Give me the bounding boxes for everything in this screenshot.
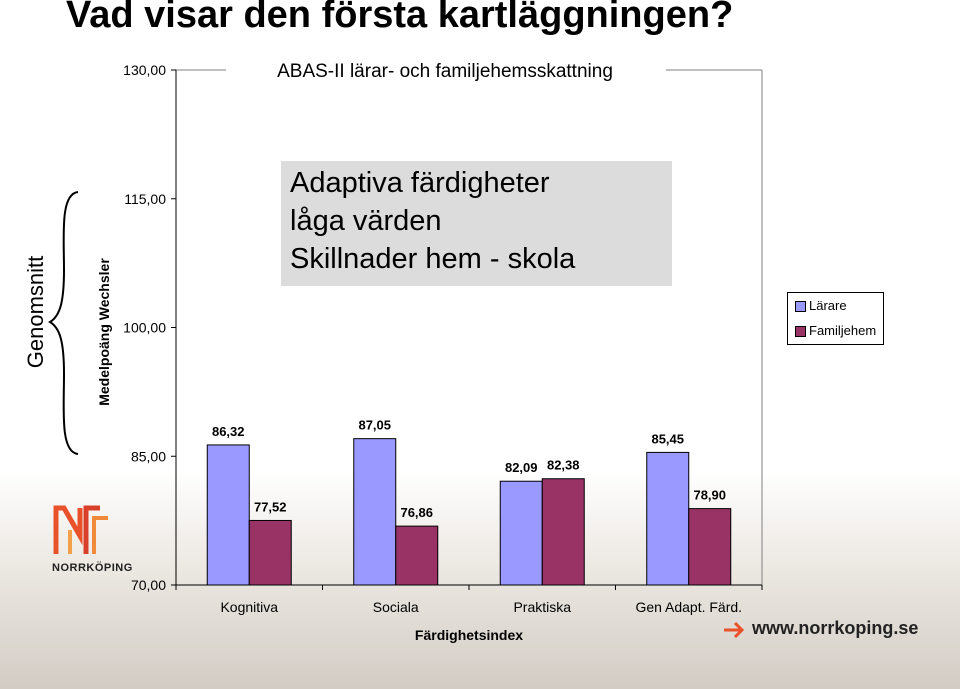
bar-familjehem-1 xyxy=(395,525,439,586)
chart-legend: Lärare Familjehem xyxy=(787,292,884,345)
chart-title-bg xyxy=(226,52,666,86)
bar-familjehem-3 xyxy=(688,508,732,586)
callout-line-2: låga värden xyxy=(290,205,442,237)
data-label-familjehem-3: 78,90 xyxy=(693,488,726,503)
bar-larare-0 xyxy=(206,444,250,586)
x-tick-label: Praktiska xyxy=(513,599,571,615)
legend-label-larare: Lärare xyxy=(809,298,847,313)
callout-line-1: Adaptiva färdigheter xyxy=(290,167,550,199)
legend-swatch-larare xyxy=(795,301,806,312)
y-tick-label: 70,00 xyxy=(131,577,166,593)
callout-line-3: Skillnader hem - skola xyxy=(290,243,576,275)
bar-familjehem-0 xyxy=(248,519,292,586)
x-tick-label: Kognitiva xyxy=(220,599,278,615)
data-label-familjehem-1: 76,86 xyxy=(400,505,433,520)
data-label-larare-1: 87,05 xyxy=(358,418,391,433)
arrow-right-icon xyxy=(724,621,745,639)
logo-text: NORRKÖPING xyxy=(52,562,133,574)
bar-familjehem-2 xyxy=(541,478,585,586)
x-tick-label: Sociala xyxy=(373,599,419,615)
brace-icon xyxy=(48,191,79,455)
data-label-larare-3: 85,45 xyxy=(651,431,684,446)
legend-swatch-familjehem xyxy=(795,326,806,337)
y-tick-label: 100,00 xyxy=(123,320,166,336)
y-tick-label: 115,00 xyxy=(124,191,166,207)
data-label-familjehem-2: 82,38 xyxy=(547,458,580,473)
background-photo-fade xyxy=(0,470,960,689)
data-label-larare-2: 82,09 xyxy=(505,460,538,475)
chart-title: ABAS-II lärar- och familjehemsskattning xyxy=(277,61,613,82)
data-label-larare-0: 86,32 xyxy=(212,424,245,439)
x-axis-label: Färdighetsindex xyxy=(415,627,523,643)
data-label-familjehem-0: 77,52 xyxy=(254,499,287,514)
callout-box: Adaptiva färdigheter låga värden Skillna… xyxy=(281,161,672,286)
x-tick-label: Gen Adapt. Färd. xyxy=(635,599,742,615)
slide-title: Vad visar den första kartläggningen? xyxy=(66,0,734,36)
bar-larare-2 xyxy=(499,480,543,586)
bar-larare-3 xyxy=(646,451,690,586)
y-tick-label: 85,00 xyxy=(131,448,166,464)
footer-url: www.norrkoping.se xyxy=(752,618,919,638)
y-tick-label: 130,00 xyxy=(123,62,166,78)
legend-label-familjehem: Familjehem xyxy=(809,323,877,338)
norrkoping-logo-icon xyxy=(53,505,108,554)
bar-larare-1 xyxy=(353,438,397,586)
